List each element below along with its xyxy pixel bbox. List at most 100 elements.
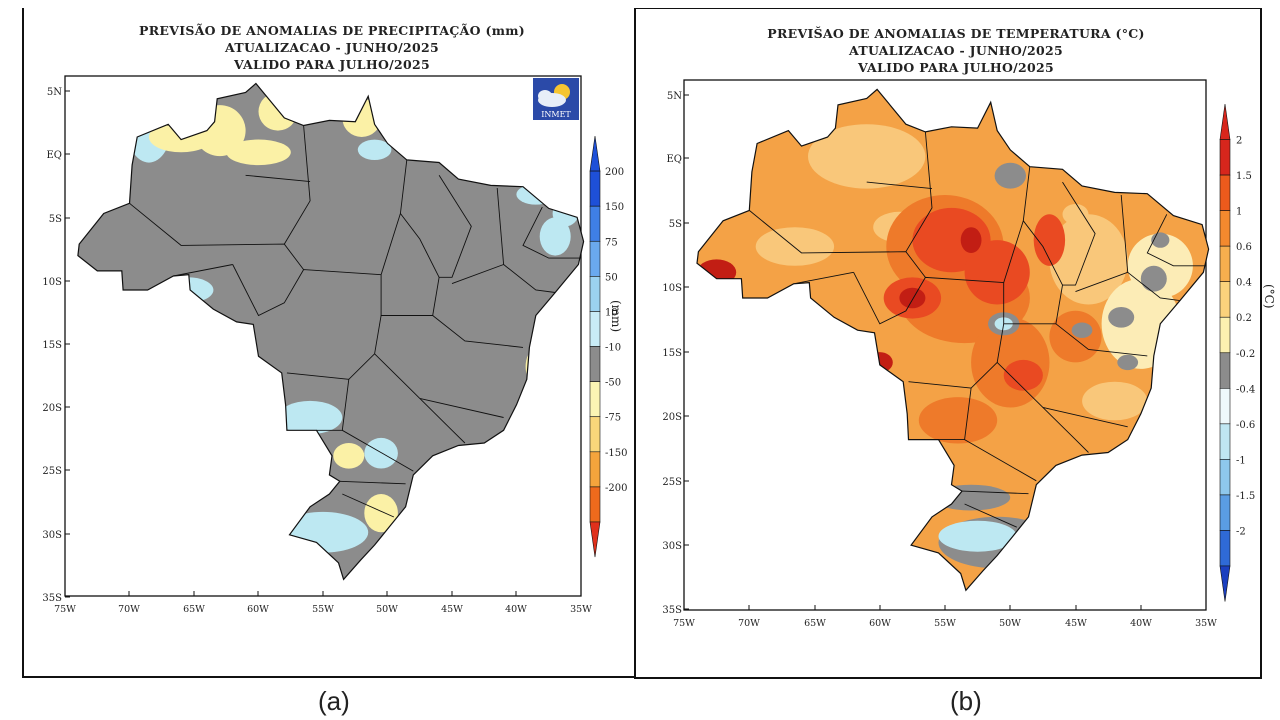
colorbar-label: 150 (605, 202, 624, 213)
colorbar-label: 0.4 (1236, 278, 1252, 289)
state-border (1055, 323, 1148, 357)
state-border (339, 480, 406, 485)
state-border (432, 315, 524, 348)
colorbar-label: 1.5 (1236, 171, 1252, 182)
colorbar-segment (589, 486, 601, 523)
state-border (996, 362, 1089, 453)
colorbar-label: -50 (605, 378, 621, 389)
temperature-anomaly-area (960, 227, 982, 254)
panel-a-caption: (a) (318, 686, 350, 716)
lat-tick-label: 5S (49, 214, 62, 225)
brazil-border (77, 82, 585, 581)
state-border (1146, 214, 1206, 267)
negative-precip-anomaly-area (333, 443, 365, 469)
lat-tick-label: 20S (662, 412, 682, 423)
panel-a-frame (22, 8, 636, 678)
state-border (964, 439, 1037, 482)
state-border (283, 125, 311, 245)
colorbar-label: 10 (605, 307, 618, 318)
precipitation-colorbar: 200 150 75 50 10 -10 -50 -75 -150 -200 (589, 135, 627, 558)
temperature-anomaly-area (1082, 381, 1148, 421)
colorbar-label: 0.2 (1236, 313, 1252, 324)
colorbar-segment (1219, 423, 1231, 460)
lon-tick-label: 40W (1130, 618, 1152, 629)
lon-tick-label: 60W (869, 618, 891, 629)
panel-b-title-line1: PREVIŠAO DE ANOMALIAS DE TEMPERATURA (°C… (767, 26, 1145, 41)
state-border (905, 131, 933, 252)
lon-tick-label: 65W (183, 604, 205, 615)
state-border (1127, 271, 1180, 302)
lat-tick-label: 5N (667, 91, 682, 102)
lon-tick-label: 55W (312, 604, 334, 615)
temperature-anomaly-map: 5N EQ 5S 10S 15S 20S 25S 30S 35S 75W 70W 65W 60W 55W 5… (662, 79, 1276, 629)
colorbar-segment (1219, 530, 1231, 567)
panel-a-title-line3: VALIDO PARA JULHO/2025 (233, 57, 431, 72)
state-border (342, 493, 395, 518)
lat-tick-label: 15S (662, 348, 682, 359)
lat-tick-label: 30S (662, 541, 682, 552)
inmet-logo: INMET (533, 78, 579, 120)
panel-a-title-line2: ATUALIZACAO - JUNHO/2025 (225, 40, 439, 55)
colorbar-label: 200 (605, 167, 624, 178)
lon-tick-label: 60W (247, 604, 269, 615)
colorbar-label: 2 (1236, 136, 1242, 147)
colorbar-bottom-arrow (589, 521, 601, 558)
temperature-anomaly-area (1003, 359, 1043, 391)
colorbar-segment (589, 276, 601, 312)
lat-tick-label: 10S (42, 277, 62, 288)
lat-tick-label: 5N (47, 87, 62, 98)
temperature-anomaly-area (938, 520, 1017, 552)
state-border (374, 353, 466, 444)
lat-tick-label: 30S (42, 530, 62, 541)
temperature-anomaly-area (1108, 307, 1135, 328)
colorbar-segment (1219, 210, 1231, 247)
colorbar-segment (589, 416, 601, 453)
lon-tick-label: 70W (118, 604, 140, 615)
lat-tick-label: 15S (42, 340, 62, 351)
colorbar-segment (589, 381, 601, 418)
colorbar-segment (1219, 316, 1231, 354)
temperature-anomaly-area (1117, 354, 1139, 371)
state-border (964, 503, 1017, 528)
lon-tick-label: 75W (54, 604, 76, 615)
brazil-land (77, 83, 584, 580)
colorbar-segment (1219, 245, 1231, 282)
colorbar-segment (1219, 174, 1231, 211)
lon-tick-label: 45W (441, 604, 463, 615)
state-border (866, 181, 933, 190)
temperature-anomaly-area (1140, 265, 1167, 292)
colorbar-segment (1219, 388, 1231, 425)
panel-b-title-line3: VALIDO PARA JULHO/2025 (857, 60, 1055, 75)
negative-precip-anomaly-area (226, 139, 291, 166)
lat-tick-label: 25S (42, 466, 62, 477)
colorbar-label: -200 (605, 483, 627, 494)
state-border (793, 271, 854, 285)
colorbar-label: 0.6 (1236, 242, 1252, 253)
state-border (503, 264, 556, 293)
colorbar-label: -0.2 (1236, 349, 1255, 360)
temperature-anomaly-area (964, 240, 1030, 305)
panel-a-title-line1: PREVISÃO DE ANOMALIAS DE PRECIPITAÇÃO (m… (139, 23, 525, 38)
temperature-anomaly-area (808, 124, 926, 189)
panel-b-title: PREVIŠAO DE ANOMALIAS DE TEMPERATURA (°C… (676, 25, 1236, 76)
colorbar-segment (589, 346, 601, 382)
colorbar-label: 75 (605, 237, 618, 248)
temperature-anomaly-area (994, 162, 1026, 189)
colorbar-segment (589, 240, 601, 277)
lon-tick-label: 65W (804, 618, 826, 629)
state-border (245, 174, 311, 183)
negative-precip-anomaly-area (364, 493, 398, 533)
lon-tick-label: 35W (1195, 618, 1217, 629)
state-border (1075, 194, 1129, 293)
positive-precip-anomaly-area (364, 437, 398, 469)
colorbar-segment (1219, 459, 1231, 496)
state-border (419, 397, 504, 418)
inmet-logo-text: INMET (541, 110, 571, 119)
colorbar-segment (1219, 494, 1231, 531)
temperature-colorbar: 2 1.5 1 0.6 0.4 0.2 -0.2 -0.4 -0.6 -1 -1.5 -2 (1219, 103, 1255, 602)
temperature-anomaly-area (1071, 322, 1093, 338)
state-border (438, 175, 472, 278)
colorbar-label: 50 (605, 272, 618, 283)
colorbar-top-arrow (589, 135, 601, 172)
panel-b-frame (634, 8, 1262, 679)
